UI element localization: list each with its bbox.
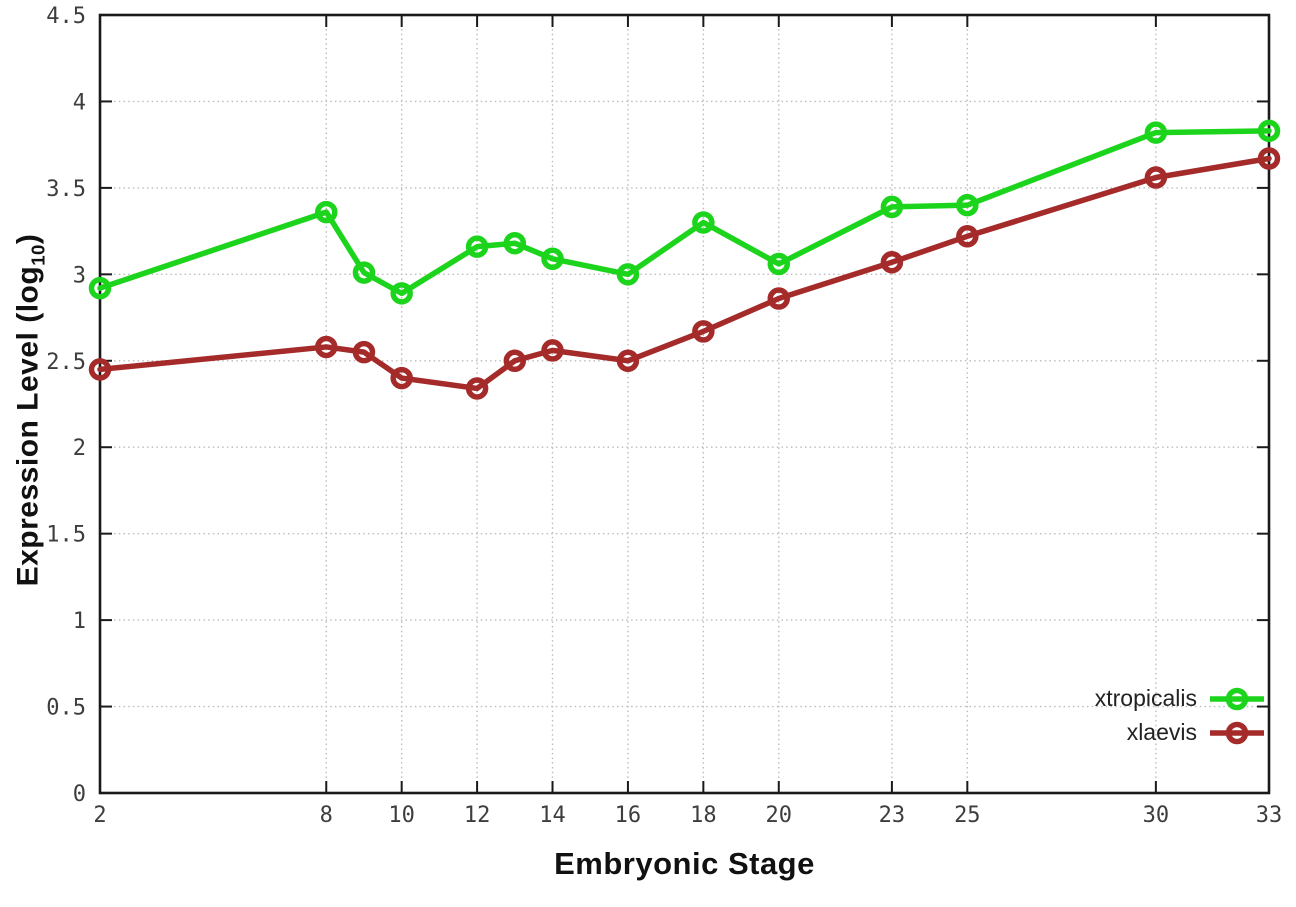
y-tick-label: 3 <box>73 263 86 288</box>
data-point-marker-xtropicalis <box>541 247 564 271</box>
x-tick-label: 16 <box>615 803 642 828</box>
data-point-marker-xtropicalis <box>88 276 112 300</box>
x-tick-label: 20 <box>766 803 793 828</box>
y-tick-label: 4.5 <box>46 4 86 29</box>
data-point-marker-xtropicalis <box>767 252 791 276</box>
data-point-marker-xtropicalis <box>465 235 489 258</box>
data-point-marker-xtropicalis <box>315 200 338 224</box>
x-tick-label: 2 <box>93 803 106 828</box>
axes <box>98 13 1271 795</box>
x-tick-label: 23 <box>879 803 906 828</box>
data-point-marker-xlaevis <box>956 225 979 248</box>
legend-marker-icon-xtropicalis <box>1210 687 1264 710</box>
x-axis-label: Embryonic Stage <box>554 846 815 881</box>
x-tick-label: 25 <box>954 803 981 828</box>
data-point-marker-xlaevis <box>880 250 904 274</box>
data-point-marker-xtropicalis <box>692 211 715 234</box>
legend: xtropicalis xlaevis <box>1095 685 1265 746</box>
grid-lines <box>100 15 1269 793</box>
data-point-marker-xlaevis <box>465 377 489 400</box>
data-point-marker-xlaevis <box>692 320 715 343</box>
data-point-marker-xlaevis <box>88 358 112 381</box>
legend-label-xlaevis: xlaevis <box>1126 719 1197 745</box>
series-xlaevis <box>88 147 1281 400</box>
y-tick-label: 3.5 <box>46 177 86 202</box>
data-point-marker-xlaevis <box>1257 147 1281 170</box>
y-tick-label: 1 <box>73 609 86 634</box>
x-tick-label: 30 <box>1143 803 1170 828</box>
plot-border <box>98 13 1271 795</box>
y-tick-label: 4 <box>73 90 86 115</box>
data-point-marker-xlaevis <box>503 349 527 373</box>
y-tick-label: 1.5 <box>46 523 86 548</box>
data-point-marker-xlaevis <box>541 339 564 362</box>
legend-label-xtropicalis: xtropicalis <box>1094 685 1197 711</box>
x-tick-label: 12 <box>464 803 491 828</box>
series-line-xtropicalis <box>97 128 1272 297</box>
data-point-marker-xlaevis <box>616 349 640 373</box>
y-tick-label: 0.5 <box>46 696 86 721</box>
data-point-marker-xtropicalis <box>1257 119 1281 143</box>
data-point-marker-xlaevis <box>352 340 376 364</box>
x-tick-label: 18 <box>690 803 717 828</box>
legend-item-xlaevis: xlaevis <box>1127 719 1265 746</box>
y-tick-label: 2.5 <box>46 350 86 375</box>
data-point-marker-xlaevis <box>767 287 791 310</box>
x-tick-label: 33 <box>1256 803 1283 828</box>
y-tick-label: 2 <box>73 436 86 461</box>
data-point-marker-xtropicalis <box>503 231 527 255</box>
data-point-marker-xtropicalis <box>956 193 979 217</box>
tick-labels: 2 8 10 12 14 16 18 20 23 25 30 33 0 0.5 1 1.5 2 2.5 3 3.5 4 4… <box>46 4 1282 828</box>
data-point-marker-xtropicalis <box>616 263 640 286</box>
data-point-marker-xtropicalis <box>352 261 376 284</box>
x-tick-label: 8 <box>320 803 333 828</box>
legend-marker-icon-xlaevis <box>1210 721 1264 744</box>
legend-circle <box>1225 687 1249 710</box>
data-point-marker-xlaevis <box>315 335 338 359</box>
y-tick-label: 0 <box>73 782 86 807</box>
data-point-marker-xtropicalis <box>1144 121 1168 144</box>
x-tick-label: 14 <box>539 803 566 828</box>
legend-circle <box>1225 721 1249 744</box>
series-xtropicalis <box>88 119 1281 305</box>
data-point-marker-xlaevis <box>1144 166 1168 189</box>
data-point-marker-xtropicalis <box>390 282 413 305</box>
x-tick-label: 10 <box>388 803 415 828</box>
data-point-marker-xtropicalis <box>880 195 904 219</box>
legend-item-xtropicalis: xtropicalis <box>1095 685 1265 712</box>
series-line-xlaevis <box>97 155 1272 392</box>
data-point-marker-xlaevis <box>390 366 413 390</box>
